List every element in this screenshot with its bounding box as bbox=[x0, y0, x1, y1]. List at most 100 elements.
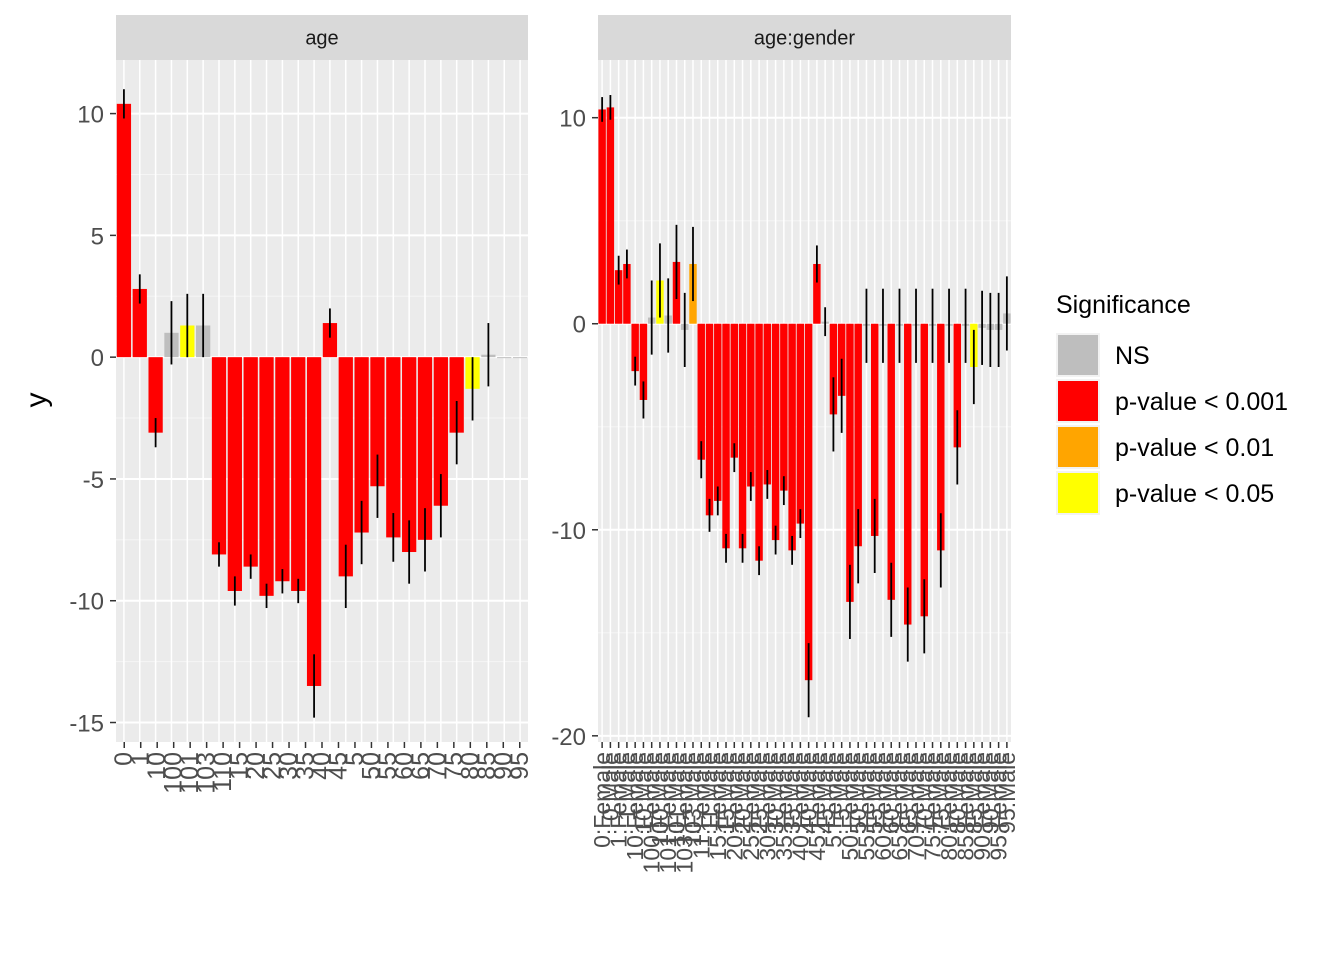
legend-item-p001: p-value < 0.001 bbox=[1056, 379, 1288, 423]
bar-103 bbox=[211, 357, 227, 555]
x-tick-label: 11:Male bbox=[697, 752, 723, 832]
x-tick-label: 15 bbox=[226, 752, 254, 780]
x-tick-label: 40:Female bbox=[787, 752, 813, 861]
y-tick-label: 0 bbox=[573, 312, 586, 339]
x-tick-label: 101 bbox=[176, 752, 204, 794]
bar-20-male bbox=[738, 323, 747, 549]
bar-50-female bbox=[846, 323, 854, 602]
x-tick-label: 95:Male bbox=[994, 752, 1020, 834]
x-tick-label: 50:Male bbox=[845, 752, 871, 834]
x-tick-label: 15:Female bbox=[705, 752, 731, 861]
bar-70 bbox=[433, 357, 448, 506]
bar-25-female bbox=[747, 323, 755, 487]
legend-title: Significance bbox=[1056, 291, 1191, 319]
bar-1-male bbox=[623, 263, 631, 324]
x-tick-label: 50 bbox=[357, 752, 385, 780]
y-tick-label: 5 bbox=[91, 223, 104, 250]
bar-75 bbox=[449, 357, 464, 433]
bar-55-male bbox=[870, 323, 879, 536]
facet-panel-age-gender: age:gender-20-100100:Female0:Male1:Femal… bbox=[551, 15, 1020, 873]
x-tick-label: 85 bbox=[473, 752, 501, 780]
x-tick-label: 75:Male bbox=[928, 752, 954, 834]
facet-strip bbox=[116, 15, 528, 60]
bar-35 bbox=[306, 357, 322, 686]
x-tick-label: 55:Female bbox=[853, 752, 879, 861]
y-tick-label: -5 bbox=[83, 467, 104, 494]
bar-5-female bbox=[829, 323, 838, 415]
x-tick-label: 15:Male bbox=[713, 752, 739, 834]
bar-65 bbox=[417, 357, 433, 540]
y-tick-label: -20 bbox=[551, 724, 586, 751]
x-tick-label: 25:Female bbox=[738, 752, 764, 861]
bar-0 bbox=[116, 103, 132, 358]
bar-30-female bbox=[763, 323, 772, 485]
x-tick-label: 5 bbox=[341, 752, 369, 766]
x-tick-label: 65:Male bbox=[895, 752, 921, 834]
bar-50 bbox=[370, 357, 385, 487]
x-tick-label: 25:Male bbox=[746, 752, 772, 834]
bar-110 bbox=[227, 357, 242, 591]
x-tick-label: 1:Male bbox=[614, 752, 640, 821]
bar-20 bbox=[259, 357, 274, 596]
x-tick-label: 95:Female bbox=[986, 752, 1012, 861]
x-tick-label: 70 bbox=[423, 752, 451, 780]
x-tick-label: 90:Female bbox=[969, 752, 995, 861]
bar-60-male bbox=[887, 323, 895, 600]
x-tick-label: 60 bbox=[390, 752, 418, 780]
facet-strip-label: age:gender bbox=[754, 28, 856, 50]
bar-30-male bbox=[771, 323, 780, 541]
bar-75-male bbox=[937, 323, 945, 551]
x-tick-label: 35 bbox=[292, 752, 320, 780]
x-tick-label: 30:Male bbox=[763, 752, 789, 834]
x-tick-label: 35:Male bbox=[779, 752, 805, 834]
x-tick-label: 70:Male bbox=[911, 752, 937, 834]
x-tick-label: 65:Female bbox=[886, 752, 912, 861]
bar-50-male bbox=[854, 323, 862, 547]
x-tick-label: 40 bbox=[308, 752, 336, 780]
bar-10-male bbox=[639, 323, 648, 400]
facet-strip bbox=[598, 15, 1011, 60]
x-tick-label: 5:Male bbox=[829, 752, 855, 821]
x-tick-label: 0 bbox=[110, 752, 138, 766]
x-tick-label: 101:Male bbox=[663, 752, 689, 847]
bar-45-female bbox=[813, 263, 821, 324]
bar-40-female bbox=[796, 323, 805, 524]
bar-1-female bbox=[614, 270, 623, 324]
x-tick-label: 90:Male bbox=[977, 752, 1003, 834]
bar-80-male bbox=[953, 323, 962, 448]
x-tick-label: 1 bbox=[127, 752, 155, 766]
bar-5 bbox=[354, 357, 369, 533]
x-tick-label: 10:Male bbox=[630, 752, 656, 834]
x-tick-label: 10:Female bbox=[622, 752, 648, 861]
bar-45 bbox=[338, 357, 353, 577]
y-tick-label: 10 bbox=[559, 106, 586, 133]
legend-label-p05: p-value < 0.05 bbox=[1115, 480, 1274, 508]
x-tick-label: 55 bbox=[374, 752, 402, 780]
legend-swatch-p001 bbox=[1058, 381, 1098, 421]
x-tick-label: 11:Female bbox=[688, 752, 714, 859]
x-tick-label: 101:Female bbox=[655, 752, 681, 873]
bar-11-male bbox=[705, 323, 714, 516]
x-tick-label: 100:Female bbox=[639, 752, 665, 873]
legend: Significance NS p-value < 0.001 p-value … bbox=[1056, 291, 1288, 515]
x-tick-label: 5:Female bbox=[820, 752, 846, 848]
legend-label-ns: NS bbox=[1115, 342, 1150, 370]
x-tick-label: 103:Male bbox=[680, 752, 706, 847]
x-tick-label: 80:Female bbox=[936, 752, 962, 861]
x-tick-label: 35:Female bbox=[771, 752, 797, 861]
bar-90 bbox=[497, 357, 512, 359]
x-tick-label: 65 bbox=[407, 752, 435, 780]
bar-1 bbox=[132, 288, 147, 358]
legend-swatch-ns bbox=[1058, 335, 1098, 375]
facet-strip-label: age bbox=[305, 28, 338, 50]
bar-35-male bbox=[788, 323, 796, 551]
legend-label-p001: p-value < 0.001 bbox=[1115, 388, 1288, 416]
bar-40-male bbox=[804, 323, 813, 681]
legend-item-p01: p-value < 0.01 bbox=[1056, 425, 1274, 469]
x-tick-label: 45:Male bbox=[812, 752, 838, 834]
panel-background bbox=[116, 60, 528, 742]
bar-20-female bbox=[730, 323, 739, 458]
x-tick-label: 10 bbox=[143, 752, 171, 780]
x-tick-label: 100 bbox=[160, 752, 188, 794]
bar-95 bbox=[512, 357, 528, 359]
